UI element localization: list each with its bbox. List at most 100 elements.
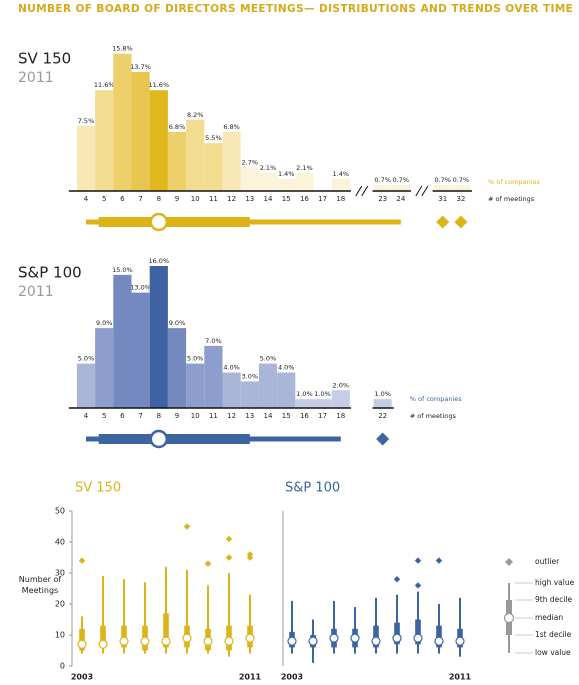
x-tick-label: 2011 (449, 673, 472, 682)
median (245, 633, 255, 643)
value-label: 0.7% (374, 176, 391, 184)
value-label: 6.8% (223, 123, 240, 131)
legend-label: 1st decile (535, 630, 572, 639)
outlier (78, 557, 86, 564)
x-tick-label: 8 (157, 195, 161, 203)
x-tick-label: 11 (209, 195, 218, 203)
bar (186, 119, 205, 191)
median (203, 636, 213, 646)
box (121, 625, 127, 648)
median (434, 636, 444, 646)
x-tick-label: 8 (157, 412, 161, 420)
bar (186, 363, 205, 408)
value-label: 0.7% (434, 176, 451, 184)
value-label: 15.0% (112, 266, 133, 274)
box (98, 217, 250, 227)
median (77, 639, 87, 649)
box (79, 628, 85, 651)
bar (76, 363, 96, 408)
x-tick-label: 13 (245, 195, 254, 203)
outlier (414, 557, 422, 564)
median (392, 633, 402, 643)
bar (113, 53, 132, 191)
y-axis-label: Number of Meetings (18, 575, 62, 595)
value-label: 2.1% (260, 164, 277, 172)
value-label: 4.0% (278, 364, 295, 372)
outlier (393, 576, 401, 583)
x-tick-label: 6 (120, 195, 125, 203)
bar (204, 143, 223, 191)
value-label: 13.0% (130, 284, 151, 292)
x-tick-label: 12 (227, 195, 236, 203)
value-label: 2.7% (242, 159, 259, 167)
bar (433, 184, 452, 191)
x-tick-label: 2003 (281, 673, 303, 682)
outlier (376, 432, 390, 446)
bar (295, 172, 314, 191)
x-tick-label: 4 (84, 195, 89, 203)
value-label: 9.0% (169, 319, 186, 327)
x-tick-label: 16 (300, 195, 309, 203)
x-tick-label: 22 (378, 412, 387, 420)
axis-break (361, 185, 369, 197)
x-tick-label: 10 (191, 412, 200, 420)
x-tick-label: 10 (191, 195, 200, 203)
value-label: 2.1% (296, 164, 313, 172)
outlier (454, 215, 468, 229)
x-tick-label: 11 (209, 412, 218, 420)
x-tick-label: 14 (264, 412, 273, 420)
outlier (204, 560, 212, 567)
median (455, 636, 465, 646)
value-label: 5.5% (205, 134, 222, 142)
median (182, 633, 192, 643)
box (163, 613, 169, 648)
value-label: 0.7% (393, 176, 410, 184)
x-axis-label: # of meetings (488, 195, 535, 203)
median (350, 633, 360, 643)
chart-title: S&P 100 (18, 264, 82, 282)
bar (149, 90, 168, 191)
value-label: 1.0% (374, 390, 391, 398)
x-tick-label: 5 (102, 195, 106, 203)
x-axis-label: # of meetings (410, 412, 457, 420)
x-tick-label: 4 (84, 412, 89, 420)
value-label: 1.4% (278, 170, 295, 178)
bar (313, 399, 332, 408)
y-tick-label: 20 (55, 600, 65, 609)
outlier (225, 535, 233, 543)
x-tick-label: 6 (120, 412, 125, 420)
median (119, 636, 129, 646)
y-tick-label: 10 (55, 631, 65, 640)
x-tick-label: 14 (264, 195, 273, 203)
x-tick-label: 7 (138, 412, 142, 420)
bar (295, 399, 314, 408)
chart-title: S&P 100 (285, 481, 340, 496)
value-label: 11.6% (148, 81, 169, 89)
outlier (435, 557, 443, 564)
value-label: 0.7% (453, 176, 470, 184)
bar (277, 178, 296, 191)
median (161, 636, 171, 646)
outlier (414, 582, 422, 589)
value-label: 13.7% (130, 63, 151, 71)
value-label: 7.0% (205, 337, 222, 345)
axis-break (355, 185, 363, 197)
median (287, 636, 297, 646)
bar (204, 345, 223, 408)
chart-title: SV 150 (75, 481, 121, 496)
value-label: 1.4% (333, 170, 350, 178)
legend-label: 9th decile (535, 595, 573, 604)
x-tick-label: 16 (300, 412, 309, 420)
bar (451, 184, 471, 191)
axis-break (415, 185, 423, 197)
x-tick-label: 18 (336, 412, 345, 420)
bar (149, 266, 168, 408)
x-tick-label: 2011 (239, 673, 262, 682)
box (100, 625, 106, 648)
x-tick-label: 15 (282, 195, 291, 203)
bar (95, 90, 114, 191)
legend-label: low value (535, 648, 571, 657)
median (308, 636, 318, 646)
bar (258, 363, 278, 408)
